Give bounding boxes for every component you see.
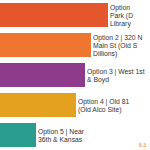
bar [0,33,91,57]
category-label: Option 4 | Old 81(Old Alco Site) [78,98,129,114]
category-label: Option 2 | 320 NMain St (Old SDillions) [93,34,142,58]
category-label: Option 5 | Near36th & Kansas [38,128,85,143]
bar [0,3,108,27]
bar [0,63,85,87]
bar [0,93,76,117]
annotation: 6.3 [139,142,146,148]
category-label: OptionPark (DLibrary [110,4,133,28]
category-label: Option 3 | West 1st& Boyd [87,68,145,84]
bar [0,123,36,147]
chart: OptionPark (DLibrary Option 2 | 320 NMain… [0,0,150,150]
labels: OptionPark (DLibrary Option 2 | 320 NMain… [38,4,145,143]
